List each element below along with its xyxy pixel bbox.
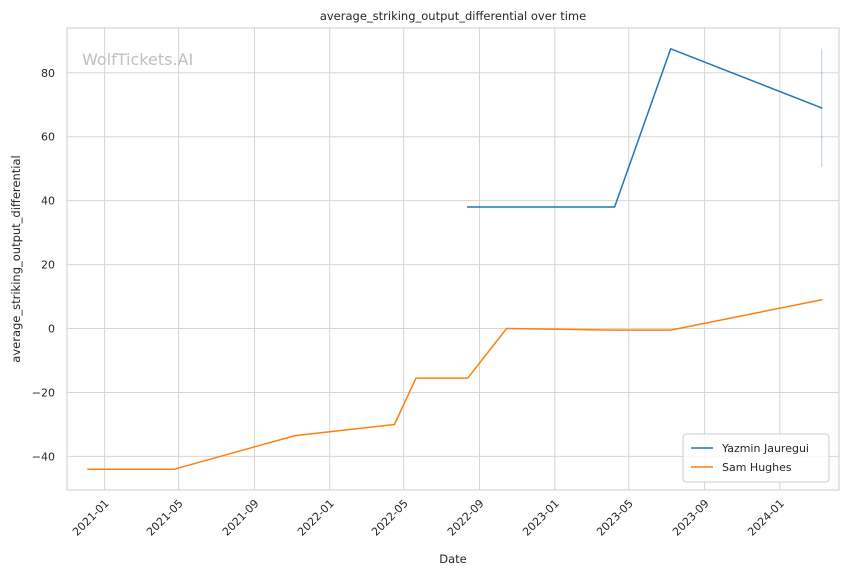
y-tick-label: 40: [41, 195, 55, 208]
series-line-1: [87, 298, 823, 470]
series-layer: [87, 48, 823, 470]
y-tick-label: 20: [41, 259, 55, 272]
legend-box: [682, 433, 830, 483]
grid: [67, 28, 839, 490]
y-axis-ticks: −40 −20 0 20 40 60 80: [32, 67, 55, 464]
series-line-0: [467, 48, 823, 208]
legend: Yazmin Jauregui Sam Hughes: [682, 433, 830, 483]
chart-title: average_striking_output_differential ove…: [320, 9, 586, 23]
y-tick-label: 0: [48, 323, 55, 336]
plot-frame: [66, 27, 840, 491]
y-tick-label: −20: [32, 386, 55, 399]
y-axis-label: average_striking_output_differential: [9, 155, 23, 362]
x-axis-label: Date: [439, 552, 467, 566]
y-tick-label: −40: [32, 450, 55, 463]
legend-label: Yazmin Jauregui: [721, 442, 809, 455]
y-tick-label: 80: [41, 67, 55, 80]
legend-label: Sam Hughes: [722, 461, 792, 474]
y-tick-label: 60: [41, 131, 55, 144]
watermark-text: WolfTickets.AI: [82, 50, 193, 69]
